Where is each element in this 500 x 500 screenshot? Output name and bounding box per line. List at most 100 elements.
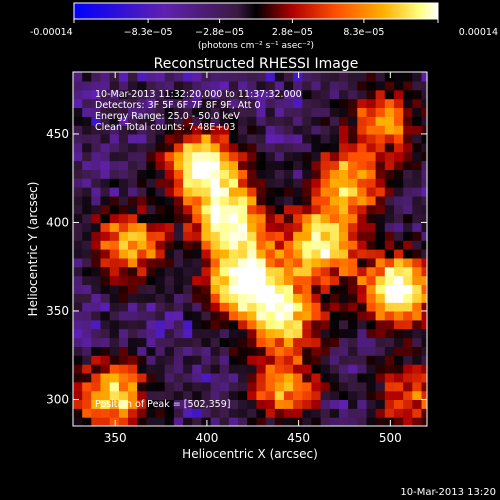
heatmap-cell [82,284,92,294]
heatmap-cell [238,328,248,339]
heatmap-cell [164,222,175,232]
heatmap-cell [155,195,166,206]
heatmap-cell [339,151,349,162]
heatmap-cell [173,116,184,126]
heatmap-cell [164,178,175,188]
heatmap-cell [339,231,349,241]
heatmap-cell [320,89,331,100]
heatmap-cell [146,195,157,206]
heatmap-cell [366,89,377,100]
heatmap-cell [73,195,83,206]
heatmap-cell [357,310,368,321]
heatmap-cell [247,178,257,188]
heatmap-cell [128,319,138,330]
heatmap-cell [109,151,120,162]
heatmap-cell [421,240,427,250]
heatmap-cell [82,310,92,321]
heatmap-cell [82,160,92,170]
heatmap-cell [173,302,184,312]
heatmap-cell [247,89,257,100]
heatmap-cell [274,169,285,179]
heatmap-cell [357,381,368,392]
heatmap-cell [256,328,267,339]
heatmap-cell [137,204,147,215]
heatmap-cell [128,204,138,215]
heatmap-cell [320,142,331,153]
heatmap-cell [357,275,368,285]
heatmap-cell [73,337,83,347]
heatmap-cell [384,355,395,365]
x-axis-label: Heliocentric X (arcsec) [182,447,318,461]
heatmap-cell [421,266,427,277]
heatmap-cell [394,372,404,383]
heatmap-cell [311,284,322,294]
heatmap-cell [238,89,248,100]
heatmap-cell [100,178,111,188]
heatmap-cell [109,142,120,153]
x-tick-label: 500 [379,431,402,445]
heatmap-cell [412,169,423,179]
heatmap-cell [91,160,102,170]
heatmap-cell [228,346,239,356]
heatmap-cell [73,319,83,330]
heatmap-cell [339,302,349,312]
heatmap-cell [265,390,276,400]
heatmap-cell [210,160,221,170]
colorbar-ticks: -0.00014 −8.3e−05 −2.8e−05 2.8e−05 8.3e−05 0.… [30,19,498,38]
heatmap-cell [247,213,257,224]
heatmap-cell [403,151,413,162]
heatmap-cell [155,213,166,224]
heatmap-cell [339,381,349,392]
heatmap-cell [247,355,257,365]
heatmap-cell [219,408,230,418]
heatmap-cell [228,319,239,330]
heatmap-cell [412,133,423,144]
heatmap-cell [320,213,331,224]
heatmap-cell [100,240,111,250]
heatmap-cell [100,231,111,241]
heatmap-cell [164,346,175,356]
heatmap-cell [384,293,395,303]
heatmap-cell [155,302,166,312]
heatmap-cell [329,337,340,347]
heatmap-cell [384,187,395,197]
heatmap-cell [339,213,349,224]
heatmap-cell [274,337,285,347]
heatmap-cell [375,195,386,206]
heatmap-cell [329,98,340,108]
heatmap-cell [311,231,322,241]
heatmap-cell [339,116,349,126]
heatmap-cell [219,310,230,321]
heatmap-cell [339,142,349,153]
heatmap-cell [100,372,111,383]
heatmap-cell [366,98,377,108]
heatmap-cell [329,178,340,188]
heatmap-cell [366,355,377,365]
heatmap-cell [412,178,423,188]
heatmap-cell [412,302,423,312]
heatmap-cell [109,195,120,206]
heatmap-cell [421,231,427,241]
heatmap-cell [329,169,340,179]
heatmap-cell [137,151,147,162]
heatmap-cell [100,98,111,108]
heatmap-cell [82,266,92,277]
heatmap-cell [348,355,358,365]
heatmap-cell [91,72,102,82]
heatmap-cell [403,231,413,241]
heatmap-cell [73,390,83,400]
heatmap-cell [192,107,202,117]
heatmap-cell [183,231,193,241]
heatmap-cell [210,257,221,268]
heatmap-cell [109,355,120,365]
heatmap-cell [412,125,423,135]
heatmap-cell [210,408,221,418]
heatmap-cell [173,372,184,383]
heatmap-cell [73,160,83,170]
heatmap-cell [118,337,129,347]
heatmap-cell [118,98,129,108]
heatmap-cell [146,337,157,347]
heatmap-cell [375,302,386,312]
heatmap-cell [256,169,267,179]
heatmap-cell [412,72,423,82]
